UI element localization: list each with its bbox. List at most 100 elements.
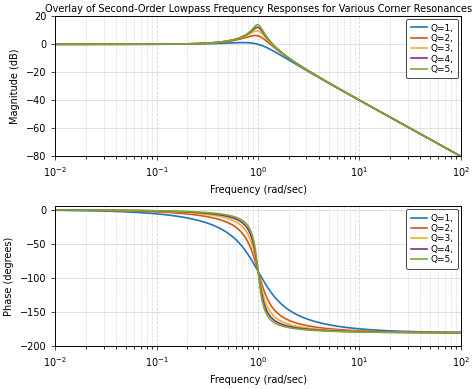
Q=5, [458, 154, 464, 159]
Q=1, [458, 154, 464, 159]
Q=4, [226, 39, 231, 43]
Q=1, [123, 42, 128, 47]
Q=4, [208, 40, 214, 45]
Q=2, [123, 209, 128, 213]
Line: Q=5,: Q=5, [55, 25, 461, 156]
X-axis label: Frequency (rad/sec): Frequency (rad/sec) [210, 375, 307, 385]
Q=1, [53, 42, 58, 47]
Q=3, [450, 150, 456, 154]
Q=2, [226, 221, 231, 225]
Y-axis label: Magnitude (dB): Magnitude (dB) [10, 49, 20, 124]
Line: Q=1,: Q=1, [55, 210, 461, 333]
Q=4, [458, 330, 464, 335]
Q=3, [406, 126, 412, 130]
Q=3, [406, 330, 412, 335]
Q=4, [458, 154, 464, 159]
Q=3, [53, 42, 58, 47]
Q=1, [450, 150, 456, 154]
Q=5, [450, 330, 456, 335]
Q=1, [99, 42, 104, 47]
Q=1, [240, 40, 246, 45]
Q=4, [406, 126, 412, 130]
Q=4, [53, 42, 58, 47]
Q=4, [226, 214, 231, 219]
Q=4, [450, 150, 456, 154]
Q=4, [99, 208, 104, 212]
Y-axis label: Phase (degrees): Phase (degrees) [4, 237, 14, 316]
Q=2, [53, 208, 58, 212]
Q=2, [99, 42, 104, 47]
Q=5, [458, 330, 464, 335]
Q=1, [99, 209, 104, 213]
Q=5, [406, 126, 412, 130]
Q=2, [450, 150, 456, 154]
Q=4, [208, 211, 214, 216]
Q=3, [450, 330, 456, 335]
Q=4, [255, 25, 260, 30]
Q=5, [226, 213, 231, 217]
Q=5, [226, 39, 231, 43]
Q=3, [458, 330, 464, 335]
Q=3, [226, 39, 231, 43]
Q=3, [226, 216, 231, 221]
Q=5, [123, 208, 128, 213]
Title: Overlay of Second-Order Lowpass Frequency Responses for Various Corner Resonance: Overlay of Second-Order Lowpass Frequenc… [45, 4, 472, 14]
Q=5, [208, 210, 214, 215]
Q=2, [208, 215, 214, 220]
Q=5, [99, 42, 104, 47]
Q=1, [208, 222, 214, 227]
Q=2, [406, 330, 412, 335]
Q=5, [255, 22, 260, 27]
Line: Q=4,: Q=4, [55, 27, 461, 156]
Q=1, [226, 41, 231, 46]
Q=2, [458, 330, 464, 335]
Line: Q=3,: Q=3, [55, 210, 461, 333]
Q=5, [406, 330, 412, 335]
Line: Q=4,: Q=4, [55, 210, 461, 333]
Q=1, [226, 231, 231, 236]
Q=4, [406, 330, 412, 335]
Q=1, [450, 330, 456, 335]
Q=4, [123, 208, 128, 213]
Legend: Q=1,, Q=2,, Q=3,, Q=4,, Q=5,: Q=1,, Q=2,, Q=3,, Q=4,, Q=5, [406, 19, 458, 79]
Line: Q=3,: Q=3, [55, 31, 461, 156]
Q=2, [99, 208, 104, 213]
Q=5, [208, 40, 214, 45]
Q=2, [226, 39, 231, 44]
Q=1, [406, 126, 412, 130]
Q=1, [406, 329, 412, 334]
Q=3, [123, 208, 128, 213]
Q=3, [53, 208, 58, 212]
Q=4, [99, 42, 104, 47]
Q=5, [53, 208, 58, 212]
Q=3, [99, 208, 104, 213]
Q=1, [123, 210, 128, 214]
Q=4, [123, 42, 128, 47]
Q=4, [450, 330, 456, 335]
Q=3, [123, 42, 128, 47]
Q=3, [208, 212, 214, 217]
Q=2, [208, 41, 214, 46]
Legend: Q=1,, Q=2,, Q=3,, Q=4,, Q=5,: Q=1,, Q=2,, Q=3,, Q=4,, Q=5, [406, 209, 458, 269]
Q=2, [450, 330, 456, 335]
Q=3, [208, 40, 214, 45]
Q=2, [53, 42, 58, 47]
Q=2, [406, 126, 412, 130]
Line: Q=2,: Q=2, [55, 35, 461, 156]
Q=3, [458, 154, 464, 159]
Q=2, [458, 154, 464, 159]
Q=5, [450, 150, 456, 154]
Line: Q=5,: Q=5, [55, 210, 461, 333]
Q=1, [208, 41, 214, 46]
Q=2, [123, 42, 128, 47]
Q=5, [99, 208, 104, 212]
Q=3, [99, 42, 104, 47]
Q=1, [53, 208, 58, 213]
Q=5, [53, 42, 58, 47]
Line: Q=1,: Q=1, [55, 42, 461, 156]
Q=4, [53, 208, 58, 212]
Q=2, [252, 33, 258, 38]
Q=1, [458, 330, 464, 335]
Q=3, [254, 28, 260, 33]
Line: Q=2,: Q=2, [55, 210, 461, 333]
